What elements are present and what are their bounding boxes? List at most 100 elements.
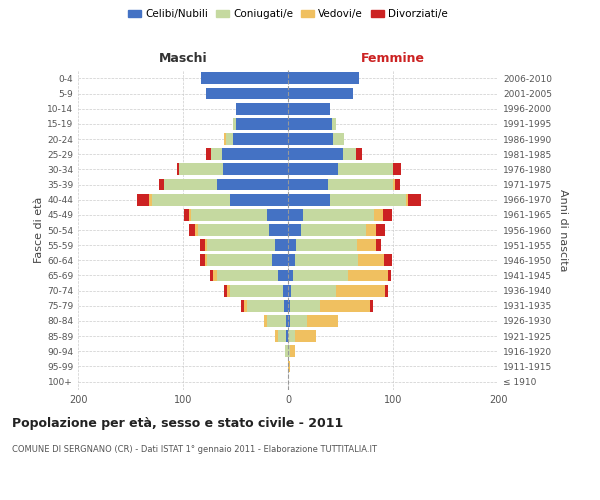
Bar	[191, 209, 267, 220]
Bar	[388, 270, 391, 281]
Bar	[200, 254, 205, 266]
Bar	[241, 300, 244, 312]
Bar	[286, 315, 288, 327]
Bar	[338, 164, 393, 175]
Bar	[288, 240, 296, 251]
Bar	[370, 300, 373, 312]
Text: Maschi: Maschi	[158, 52, 208, 65]
Bar	[348, 270, 388, 281]
Bar	[227, 284, 230, 296]
Bar	[230, 194, 288, 205]
Bar	[267, 315, 286, 327]
Bar	[272, 254, 288, 266]
Bar	[137, 194, 149, 205]
Bar	[291, 284, 337, 296]
Bar	[288, 284, 291, 296]
Text: Popolazione per età, sesso e stato civile - 2011: Popolazione per età, sesso e stato civil…	[12, 418, 343, 430]
Bar	[288, 194, 330, 205]
Y-axis label: Anni di nascita: Anni di nascita	[557, 188, 568, 271]
Bar	[330, 194, 406, 205]
Bar	[285, 346, 288, 357]
Bar	[288, 209, 303, 220]
Bar	[333, 133, 344, 145]
Bar	[288, 133, 333, 145]
Bar	[393, 178, 395, 190]
Bar	[385, 284, 388, 296]
Bar	[343, 148, 356, 160]
Bar	[275, 240, 288, 251]
Bar	[296, 240, 358, 251]
Text: Femmine: Femmine	[361, 52, 425, 65]
Bar	[275, 330, 277, 342]
Bar	[376, 240, 382, 251]
Bar	[303, 209, 374, 220]
Legend: Celibi/Nubili, Coniugati/e, Vedovi/e, Divorziati/e: Celibi/Nubili, Coniugati/e, Vedovi/e, Di…	[124, 5, 452, 23]
Bar	[374, 209, 383, 220]
Bar	[288, 346, 290, 357]
Bar	[214, 270, 217, 281]
Bar	[286, 330, 288, 342]
Bar	[395, 178, 400, 190]
Bar	[332, 118, 337, 130]
Bar	[224, 133, 226, 145]
Bar	[376, 224, 385, 236]
Bar	[277, 270, 288, 281]
Bar	[288, 330, 295, 342]
Bar	[247, 300, 284, 312]
Bar	[288, 118, 332, 130]
Bar	[290, 346, 295, 357]
Bar	[217, 178, 288, 190]
Bar	[356, 148, 361, 160]
Bar	[235, 118, 288, 130]
Bar	[328, 178, 393, 190]
Bar	[206, 88, 288, 100]
Bar	[151, 194, 230, 205]
Bar	[267, 209, 288, 220]
Bar	[288, 254, 295, 266]
Bar	[164, 178, 217, 190]
Bar	[288, 315, 290, 327]
Bar	[288, 103, 330, 115]
Bar	[408, 194, 421, 205]
Bar	[358, 254, 383, 266]
Bar	[222, 148, 288, 160]
Bar	[233, 133, 288, 145]
Bar	[288, 270, 293, 281]
Bar	[201, 72, 288, 85]
Bar	[288, 224, 301, 236]
Bar	[293, 270, 348, 281]
Bar	[200, 240, 205, 251]
Bar	[406, 194, 408, 205]
Bar	[290, 315, 307, 327]
Bar	[284, 300, 288, 312]
Bar	[176, 164, 179, 175]
Bar	[198, 224, 269, 236]
Bar	[283, 284, 288, 296]
Y-axis label: Fasce di età: Fasce di età	[34, 197, 44, 263]
Bar	[295, 254, 358, 266]
Bar	[210, 270, 214, 281]
Bar	[288, 148, 343, 160]
Bar	[190, 209, 191, 220]
Bar	[383, 254, 392, 266]
Bar	[194, 224, 198, 236]
Bar	[206, 148, 211, 160]
Bar	[307, 315, 338, 327]
Bar	[207, 240, 275, 251]
Bar	[269, 224, 288, 236]
Bar	[337, 284, 385, 296]
Bar	[217, 270, 277, 281]
Bar	[179, 164, 223, 175]
Bar	[244, 300, 247, 312]
Bar	[320, 300, 370, 312]
Bar	[288, 72, 359, 85]
Bar	[205, 240, 207, 251]
Bar	[149, 194, 151, 205]
Bar	[393, 164, 401, 175]
Bar	[366, 224, 376, 236]
Bar	[223, 164, 288, 175]
Bar	[301, 224, 366, 236]
Bar	[288, 360, 290, 372]
Bar	[190, 224, 194, 236]
Bar	[205, 254, 207, 266]
